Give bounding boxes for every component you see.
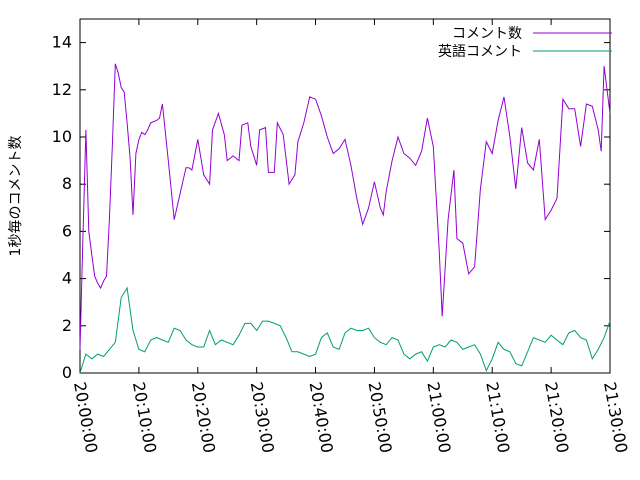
series-layer [79,63,611,374]
y-axis-label: 1秒毎のコメント数 [8,136,24,257]
series-line-0 [79,63,611,350]
x-tick-label: 21:20:00 [541,380,572,454]
y-tick-label: 0 [62,363,72,382]
x-tick-label: 20:50:00 [365,380,396,454]
x-tick-label: 20:00:00 [70,380,101,454]
legend-label: 英語コメント [438,43,522,60]
x-tick-label: 20:30:00 [247,380,278,454]
y-tick-label: 6 [62,221,72,240]
x-tick-label: 21:10:00 [482,380,513,454]
axis-ticks: 0 2 4 6 8 10 12 14 20:00:00 20:10:00 20:20:00 20:30… [52,19,631,454]
y-tick-label: 2 [62,316,72,335]
y-tick-label: 12 [52,80,72,99]
x-tick-label: 20:40:00 [306,380,337,454]
y-tick-label: 8 [62,174,72,193]
legend-label: コメント数 [452,26,522,42]
y-tick-label: 14 [52,33,72,52]
plot-frame [79,18,611,374]
series-line-1 [79,286,611,374]
x-tick-label: 20:10:00 [129,380,160,454]
y-tick-label: 10 [52,127,72,146]
x-tick-label: 21:30:00 [600,380,631,454]
x-tick-label: 20:20:00 [188,380,219,454]
y-tick-label: 4 [62,269,72,288]
x-tick-label: 21:00:00 [423,380,454,454]
